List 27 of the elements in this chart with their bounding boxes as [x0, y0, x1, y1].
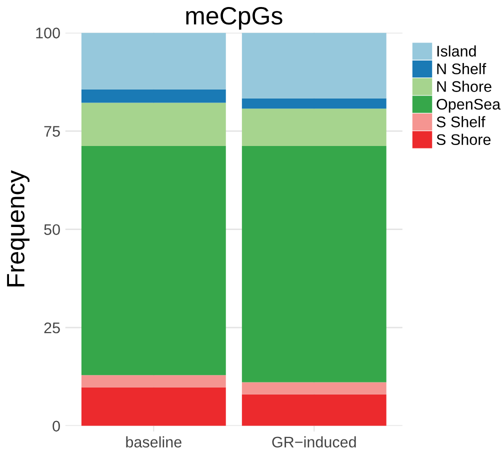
legend-label: S Shelf: [436, 116, 486, 128]
bar: [81, 146, 226, 376]
y-axis-title: Frequency: [7, 170, 30, 286]
bar: [242, 146, 386, 382]
bar: [81, 375, 226, 388]
y-tick-label: 75: [44, 126, 60, 137]
x-tick-label: GR−induced: [272, 436, 356, 448]
x-tick-label: baseline: [126, 436, 182, 448]
y-tick-label: 100: [36, 28, 60, 38]
bar: [81, 32, 226, 90]
y-tick-label: 25: [44, 322, 60, 334]
bar: [242, 394, 386, 426]
chart-title: meCpGs: [186, 6, 282, 30]
bar: [242, 108, 386, 146]
bar: [242, 382, 386, 394]
bar: [242, 98, 386, 109]
legend-label: S Shore: [436, 134, 491, 146]
y-tick-label: 50: [44, 224, 60, 236]
legend-label: Island: [437, 45, 476, 57]
y-tick-label: 0: [52, 420, 60, 432]
bar: [81, 387, 226, 426]
legend-label: OpenSea: [436, 98, 501, 113]
bar: [81, 89, 226, 103]
legend-label: N Shore: [437, 80, 492, 92]
bar: [81, 102, 226, 146]
bar: [242, 32, 386, 98]
legend-label: N Shelf: [437, 63, 486, 74]
